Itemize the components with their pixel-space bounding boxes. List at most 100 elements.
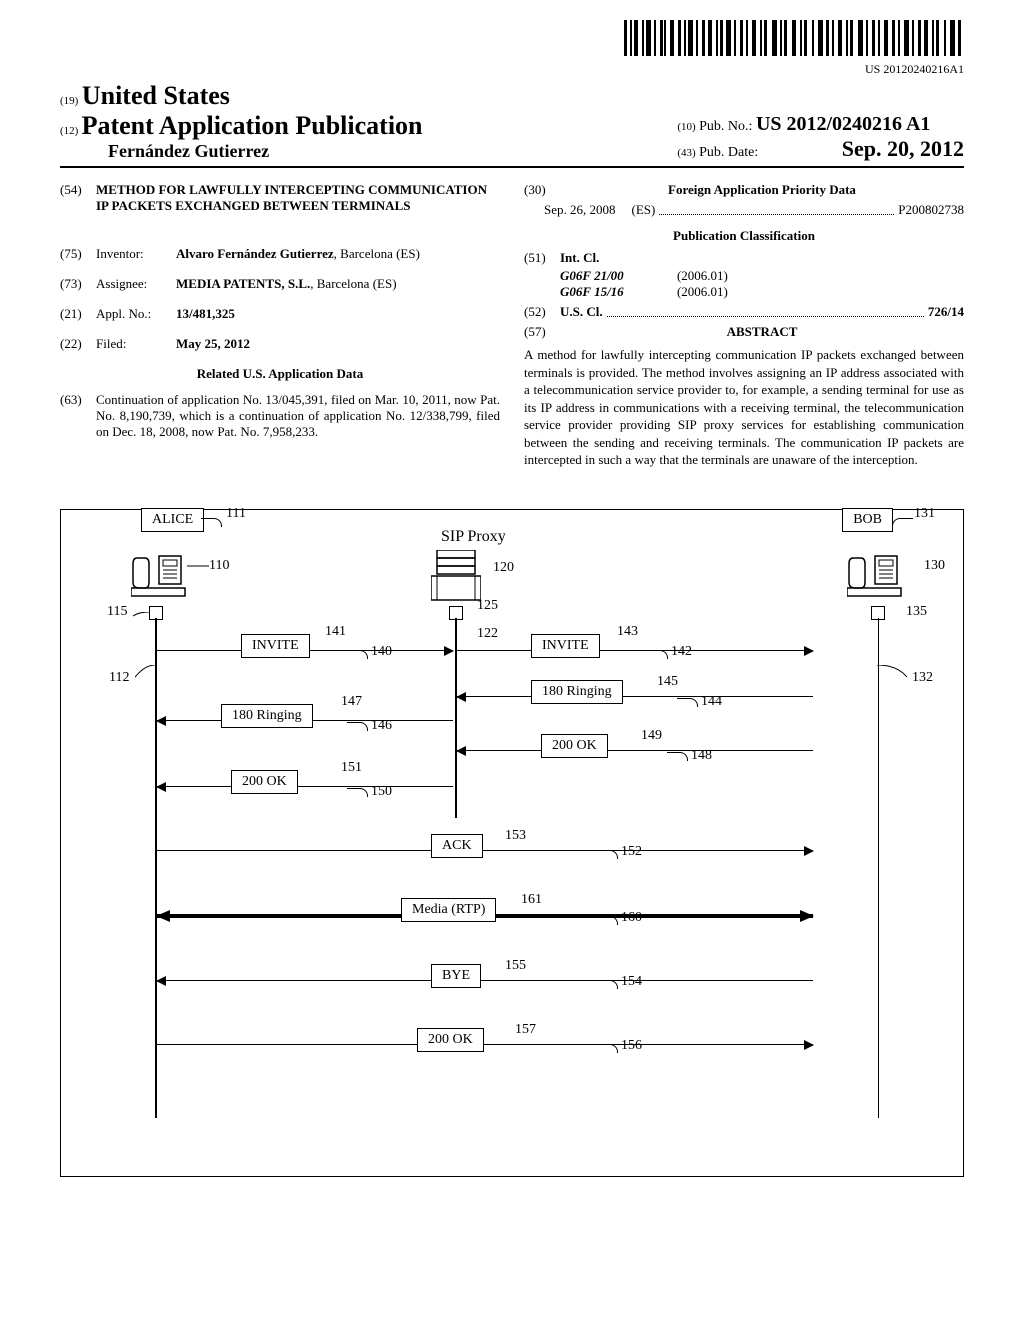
filed-label: Filed: (96, 336, 176, 352)
assignee-label: Assignee: (96, 276, 176, 292)
lbl-147: 147 (341, 694, 362, 710)
header-row: (19) United States (12) Patent Applicati… (60, 81, 964, 168)
intcl-1: G06F 21/00 (560, 268, 624, 283)
lbl-144: 144 (701, 694, 722, 710)
barcode-svg (624, 20, 964, 56)
timeline-alice (155, 618, 157, 1118)
arrow-ringing-2 (457, 696, 813, 698)
lead-line (187, 565, 209, 567)
code-22: (22) (60, 336, 96, 352)
abstract-label: ABSTRACT (727, 324, 798, 339)
pub-date: Sep. 20, 2012 (842, 136, 964, 161)
bob-box: BOB (842, 508, 893, 532)
right-column: (30) Foreign Application Priority Data S… (524, 182, 964, 469)
abstract-text: A method for lawfully intercepting commu… (524, 346, 964, 469)
lbl-157: 157 (515, 1022, 536, 1038)
lead-curve (667, 752, 688, 761)
arrow-ok-1 (157, 786, 453, 788)
uscl-label: U.S. Cl. (560, 304, 603, 320)
lead-line (135, 665, 157, 685)
ringing-box-1: 180 Ringing (221, 704, 313, 728)
arrow-bye (157, 980, 813, 982)
lbl-131: 131 (914, 506, 935, 522)
code-19: (19) (60, 95, 78, 107)
lead-curve (892, 518, 913, 527)
lbl-149: 149 (641, 728, 662, 744)
alice-box: ALICE (141, 508, 204, 532)
lead-line (877, 665, 907, 685)
lead-curve (647, 650, 668, 659)
lead-curve (347, 788, 368, 797)
lead-curve (677, 698, 698, 707)
barcode-number: US 20120240216A1 (624, 62, 964, 77)
code-10: (10) (677, 121, 695, 133)
uscl-value: 726/14 (928, 304, 964, 320)
lbl-154: 154 (621, 974, 642, 990)
lbl-135: 135 (906, 604, 927, 620)
lead-curve (597, 980, 618, 989)
header-right: (10) Pub. No.: US 2012/0240216 A1 (43) P… (677, 113, 964, 162)
code-75: (75) (60, 246, 96, 262)
lbl-125: 125 (477, 598, 498, 614)
country: United States (82, 81, 230, 110)
lbl-152: 152 (621, 844, 642, 860)
related-heading: Related U.S. Application Data (60, 366, 500, 382)
header-left: (19) United States (12) Patent Applicati… (60, 81, 423, 162)
code-30: (30) (524, 182, 560, 198)
lbl-143: 143 (617, 624, 638, 640)
timeline-proxy (455, 618, 457, 818)
lbl-148: 148 (691, 748, 712, 764)
lbl-140: 140 (371, 644, 392, 660)
figure-diagram: ALICE 111 BOB 131 SIP Proxy 110 120 (60, 509, 964, 1177)
lbl-110: 110 (209, 558, 229, 574)
bye-box: BYE (431, 964, 481, 988)
intcl-2: G06F 15/16 (560, 284, 624, 299)
intcl-1-date: (2006.01) (677, 268, 728, 283)
lbl-111: 111 (226, 506, 246, 522)
lbl-151: 151 (341, 760, 362, 776)
code-63: (63) (60, 392, 96, 440)
lbl-161: 161 (521, 892, 542, 908)
lbl-115: 115 (107, 604, 127, 620)
lead-curve (597, 1044, 618, 1053)
lead-curve (347, 650, 368, 659)
phone-icon-bob (847, 552, 903, 598)
ringing-box-2: 180 Ringing (531, 680, 623, 704)
code-52: (52) (524, 304, 560, 320)
left-column: (54) METHOD FOR LAWFULLY INTERCEPTING CO… (60, 182, 500, 469)
assignee-loc: Barcelona (ES) (317, 276, 397, 291)
timeline-bob (878, 618, 880, 1118)
arrow-ack (157, 850, 813, 852)
filed-date: May 25, 2012 (176, 336, 250, 351)
barcode: US 20120240216A1 (624, 20, 964, 77)
ack-box: ACK (431, 834, 483, 858)
lead-curve (597, 850, 618, 859)
lbl-142: 142 (671, 644, 692, 660)
lbl-130: 130 (924, 558, 945, 574)
ok-box-final: 200 OK (417, 1028, 484, 1052)
appl-number: 13/481,325 (176, 306, 235, 321)
invite-box-1: INVITE (241, 634, 310, 658)
lead-curve (597, 916, 618, 925)
inventor-loc: Barcelona (ES) (340, 246, 420, 261)
inventor-name: Alvaro Fernández Gutierrez (176, 246, 334, 261)
pubdate-label: Pub. Date: (699, 145, 758, 160)
foreign-country: (ES) (632, 202, 656, 218)
lbl-155: 155 (505, 958, 526, 974)
arrow-ok-2 (457, 750, 813, 752)
lead-curve (347, 722, 368, 731)
foreign-number: P200802738 (898, 202, 964, 218)
continuation-text: Continuation of application No. 13/045,3… (96, 392, 500, 440)
media-box: Media (RTP) (401, 898, 496, 922)
ok-box-2: 200 OK (541, 734, 608, 758)
pub-number: US 2012/0240216 A1 (756, 113, 930, 135)
pubclass-heading: Publication Classification (673, 228, 815, 243)
foreign-heading: Foreign Application Priority Data (668, 182, 856, 197)
code-57: (57) (524, 324, 560, 340)
lbl-141: 141 (325, 624, 346, 640)
lbl-122: 122 (477, 626, 498, 642)
intcl-2-date: (2006.01) (677, 284, 728, 299)
lbl-160: 160 (621, 910, 642, 926)
invite-box-2: INVITE (531, 634, 600, 658)
pubno-label: Pub. No.: (699, 119, 752, 134)
